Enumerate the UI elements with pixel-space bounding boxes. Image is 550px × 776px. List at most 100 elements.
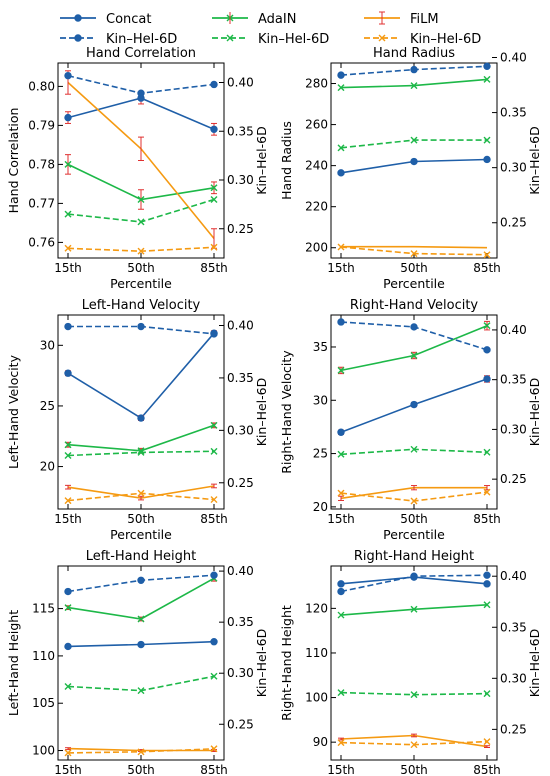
y-tick-label: 105: [32, 696, 55, 710]
series-5: [64, 489, 218, 505]
x-tick-label: 50th: [127, 763, 155, 776]
legend-entry-0: Concat: [60, 12, 151, 27]
data-point: [410, 572, 418, 580]
data-point: [337, 580, 345, 588]
y-right-tick-label: 0.25: [500, 472, 527, 486]
y-axis-label: Left-Hand Height: [6, 610, 21, 716]
y-right-tick-label: 0.35: [227, 124, 254, 138]
legend-label: Kin–Hel-6D: [106, 32, 177, 47]
data-point: [64, 160, 72, 168]
data-point: [337, 318, 345, 326]
data-point: [483, 448, 491, 456]
data-point: [64, 587, 72, 596]
plot-frame: [57, 565, 225, 761]
data-point: [210, 184, 218, 192]
y-tick-label: 115: [32, 602, 55, 616]
series-3: [64, 71, 218, 97]
data-point: [410, 65, 418, 74]
y-right-axis-label: Kin–Hel-6D: [254, 378, 269, 447]
series-5: [64, 243, 218, 255]
x-axis-label: Percentile: [383, 276, 445, 291]
legend-label: Concat: [106, 12, 151, 27]
data-point: [337, 144, 345, 152]
y-tick-label: 35: [313, 340, 328, 354]
chart-title: Hand Correlation: [86, 46, 196, 61]
y-right-tick-label: 0.25: [500, 216, 527, 230]
data-point: [64, 604, 72, 612]
series-line: [67, 332, 215, 420]
y-right-tick-label: 0.40: [227, 76, 254, 90]
y-tick-label: 220: [305, 200, 328, 214]
y-right-tick-label: 0.35: [227, 371, 254, 385]
data-point: [483, 601, 491, 609]
x-tick-label: 50th: [400, 763, 428, 776]
series-3: [64, 322, 218, 338]
y-tick-label: 25: [313, 447, 328, 461]
data-point: [337, 450, 345, 458]
series-0: [337, 155, 491, 177]
y-right-axis-label: Kin–Hel-6D: [254, 629, 269, 698]
data-point: [337, 689, 345, 697]
legend-label: FiLM: [410, 12, 439, 27]
x-axis-label: Percentile: [110, 276, 172, 291]
series-line: [340, 139, 487, 149]
data-point: [210, 571, 218, 579]
chart-title: Right-Hand Height: [354, 549, 474, 564]
y-tick-label: 0.78: [28, 157, 55, 171]
chart-panel-4: Left-Hand Height 15th 50th 85th 100 105 110 115…: [6, 549, 269, 776]
data-point: [137, 687, 145, 695]
legend-marker: [74, 34, 82, 42]
plot-frame: [330, 314, 498, 510]
series-0: [337, 375, 491, 436]
y-right-tick-label: 0.35: [500, 373, 527, 387]
y-tick-label: 30: [313, 393, 328, 407]
series-line: [340, 324, 488, 372]
y-right-tick-label: 0.30: [227, 423, 254, 437]
x-tick-label: 85th: [200, 261, 228, 275]
y-right-tick-label: 0.25: [500, 722, 527, 736]
series-3: [64, 571, 218, 596]
data-point: [64, 452, 72, 460]
series-4: [337, 445, 491, 458]
x-tick-label: 85th: [473, 512, 501, 526]
data-point: [483, 251, 491, 259]
y-right-tick-label: 0.30: [227, 666, 254, 680]
data-point: [410, 157, 418, 166]
data-point: [337, 243, 345, 251]
plot-frame: [330, 565, 498, 761]
data-point: [137, 448, 145, 456]
data-point: [64, 682, 72, 690]
y-right-axis-label: Kin–Hel-6D: [527, 378, 542, 447]
series-4: [64, 447, 218, 460]
data-point: [483, 738, 491, 746]
data-point: [64, 369, 72, 377]
series-4: [64, 196, 218, 226]
series-line: [67, 577, 215, 620]
x-tick-label: 50th: [127, 512, 155, 526]
data-point: [64, 441, 72, 449]
data-point: [64, 210, 72, 218]
chart-panel-1: Hand Radius 15th 50th 85th Percentile 200 220 2…: [279, 46, 542, 291]
y-tick-label: 240: [305, 159, 328, 173]
data-point: [137, 615, 145, 623]
data-point: [210, 330, 218, 338]
series-5: [337, 243, 491, 259]
data-point: [337, 84, 345, 92]
data-point: [483, 488, 491, 496]
chart-panel-5: Right-Hand Height 15th 50th 85th 90 100 110 120…: [279, 549, 542, 776]
series-2: [65, 483, 217, 501]
data-point: [210, 243, 218, 251]
y-right-tick-label: 0.30: [227, 173, 254, 187]
y-axis-label: Right-Hand Height: [279, 605, 294, 721]
series-0: [64, 638, 218, 651]
y-right-tick-label: 0.25: [227, 222, 254, 236]
panels: Hand Correlation 15th 50th 85th Percentile 0.…: [6, 46, 542, 776]
data-point: [64, 749, 72, 757]
series-2: [341, 245, 488, 249]
data-point: [137, 576, 145, 584]
data-point: [210, 672, 218, 680]
series-1: [64, 154, 218, 210]
x-tick-label: 15th: [327, 261, 355, 275]
x-tick-label: 85th: [473, 763, 501, 776]
